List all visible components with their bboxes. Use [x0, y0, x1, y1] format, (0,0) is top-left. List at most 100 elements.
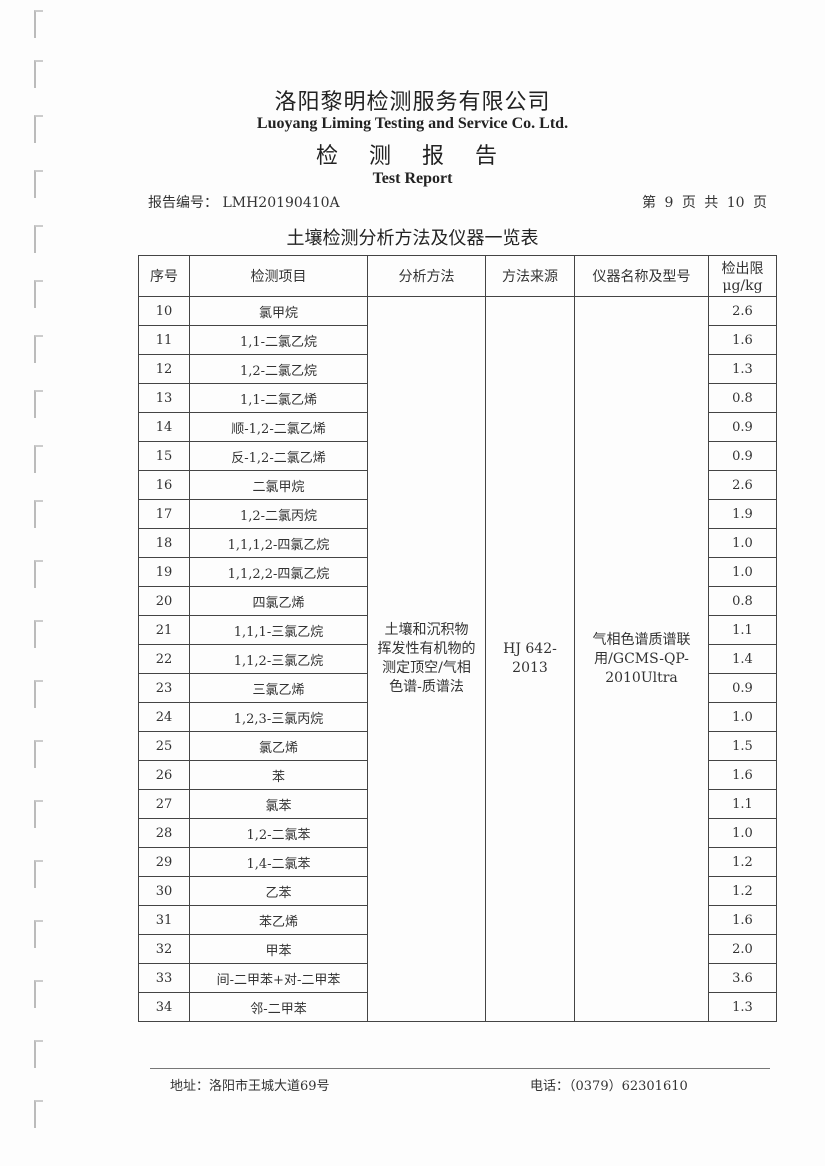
- row-number: 16: [138, 470, 190, 500]
- row-number: 18: [138, 528, 190, 558]
- row-number: 23: [138, 673, 190, 703]
- table-row: 33 间-二甲苯+对-二甲苯 3.6: [138, 963, 777, 993]
- table-row: 28 1,2-二氯苯 1.0: [138, 818, 777, 848]
- detection-limit: 0.9: [708, 673, 777, 703]
- footer-phone: 电话：（0379）62301610: [530, 1079, 688, 1094]
- row-number: 17: [138, 499, 190, 529]
- detection-limit: 1.6: [708, 325, 777, 355]
- detection-limit: 0.8: [708, 586, 777, 616]
- test-item: 苯乙烯: [189, 905, 368, 935]
- test-item: 四氯乙烯: [189, 586, 368, 616]
- binding-hole-mark: [34, 740, 43, 768]
- test-item: 1,4-二氯苯: [189, 847, 368, 877]
- document-title-en: Test Report: [372, 170, 453, 187]
- analysis-method: 土壤和沉积物 挥发性有机物的测定顶空/气相色谱-质谱法: [367, 296, 486, 1022]
- test-item: 1,1,2,2-四氯乙烷: [189, 557, 368, 587]
- row-number: 33: [138, 963, 190, 993]
- table-row: 18 1,1,1,2-四氯乙烷 1.0: [138, 528, 777, 558]
- detection-limit: 1.2: [708, 876, 777, 906]
- row-number: 20: [138, 586, 190, 616]
- detection-limit: 1.6: [708, 905, 777, 935]
- detection-limit: 1.0: [708, 557, 777, 587]
- test-item: 反-1,2-二氯乙烯: [189, 441, 368, 471]
- row-number: 19: [138, 557, 190, 587]
- test-item: 甲苯: [189, 934, 368, 964]
- test-item: 邻-二甲苯: [189, 992, 368, 1022]
- row-number: 22: [138, 644, 190, 674]
- row-number: 25: [138, 731, 190, 761]
- page-info: 第 9 页 共 10 页: [642, 195, 767, 211]
- test-item: 1,1-二氯乙烯: [189, 383, 368, 413]
- row-number: 32: [138, 934, 190, 964]
- row-number: 26: [138, 760, 190, 790]
- table-row: 11 1,1-二氯乙烷 1.6: [138, 325, 777, 355]
- table-row: 16 二氯甲烷 2.6: [138, 470, 777, 500]
- column-header: 序号: [138, 255, 190, 297]
- row-number: 15: [138, 441, 190, 471]
- company-name-en: Luoyang Liming Testing and Service Co. L…: [256, 115, 569, 132]
- test-item: 乙苯: [189, 876, 368, 906]
- binding-hole-mark: [34, 620, 43, 648]
- report-number: 报告编号： LMH20190410A: [148, 195, 340, 211]
- row-number: 30: [138, 876, 190, 906]
- test-item: 1,1,1-三氯乙烷: [189, 615, 368, 645]
- detection-limit: 0.9: [708, 441, 777, 471]
- detection-limit: 0.8: [708, 383, 777, 413]
- test-item: 1,2-二氯乙烷: [189, 354, 368, 384]
- column-header: 分析方法: [367, 255, 486, 297]
- column-header: 检测项目: [189, 255, 368, 297]
- table-row: 12 1,2-二氯乙烷 1.3: [138, 354, 777, 384]
- test-item: 氯乙烯: [189, 731, 368, 761]
- test-item: 1,1-二氯乙烷: [189, 325, 368, 355]
- table-row: 25 氯乙烯 1.5: [138, 731, 777, 761]
- binding-hole-mark: [34, 115, 43, 143]
- binding-hole-mark: [34, 225, 43, 253]
- binding-hole-mark: [34, 280, 43, 308]
- footer-address: 地址：洛阳市王城大道69号: [170, 1079, 330, 1094]
- table-row: 26 苯 1.6: [138, 760, 777, 790]
- detection-limit: 1.4: [708, 644, 777, 674]
- table-row: 32 甲苯 2.0: [138, 934, 777, 964]
- method-source: HJ 642-2013: [485, 296, 575, 1022]
- row-number: 14: [138, 412, 190, 442]
- company-name-cn: 洛阳黎明检测服务有限公司: [274, 90, 551, 115]
- detection-limit: 1.9: [708, 499, 777, 529]
- binding-hole-mark: [34, 170, 43, 198]
- row-number: 29: [138, 847, 190, 877]
- detection-limit: 0.9: [708, 412, 777, 442]
- table-row: 21 1,1,1-三氯乙烷 1.1: [138, 615, 777, 645]
- test-item: 1,2-二氯丙烷: [189, 499, 368, 529]
- test-item: 苯: [189, 760, 368, 790]
- detection-limit: 2.0: [708, 934, 777, 964]
- binding-hole-mark: [34, 680, 43, 708]
- row-number: 24: [138, 702, 190, 732]
- table-row: 13 1,1-二氯乙烯 0.8: [138, 383, 777, 413]
- detection-limit: 1.0: [708, 818, 777, 848]
- row-number: 27: [138, 789, 190, 819]
- detection-limit: 2.6: [708, 296, 777, 326]
- row-number: 31: [138, 905, 190, 935]
- table-row: 14 顺-1,2-二氯乙烯 0.9: [138, 412, 777, 442]
- column-header: 检出限 μg/kg: [708, 255, 777, 297]
- test-item: 1,1,1,2-四氯乙烷: [189, 528, 368, 558]
- table-row: 24 1,2,3-三氯丙烷 1.0: [138, 702, 777, 732]
- detection-limit: 1.1: [708, 615, 777, 645]
- binding-hole-mark: [34, 335, 43, 363]
- table-row: 34 邻-二甲苯 1.3: [138, 992, 777, 1022]
- table-row: 29 1,4-二氯苯 1.2: [138, 847, 777, 877]
- test-item: 1,2-二氯苯: [189, 818, 368, 848]
- row-number: 21: [138, 615, 190, 645]
- table-row: 23 三氯乙烯 0.9: [138, 673, 777, 703]
- row-number: 10: [138, 296, 190, 326]
- test-item: 三氯乙烯: [189, 673, 368, 703]
- detection-limit: 1.5: [708, 731, 777, 761]
- footer: 地址：洛阳市王城大道69号 电话：（0379）62301610: [150, 1068, 770, 1094]
- row-number: 34: [138, 992, 190, 1022]
- binding-hole-mark: [34, 10, 43, 38]
- binding-hole-mark: [34, 800, 43, 828]
- detection-limit: 1.6: [708, 760, 777, 790]
- table-title: 土壤检测分析方法及仪器一览表: [286, 228, 539, 249]
- test-item: 间-二甲苯+对-二甲苯: [189, 963, 368, 993]
- table-row: 27 氯苯 1.1: [138, 789, 777, 819]
